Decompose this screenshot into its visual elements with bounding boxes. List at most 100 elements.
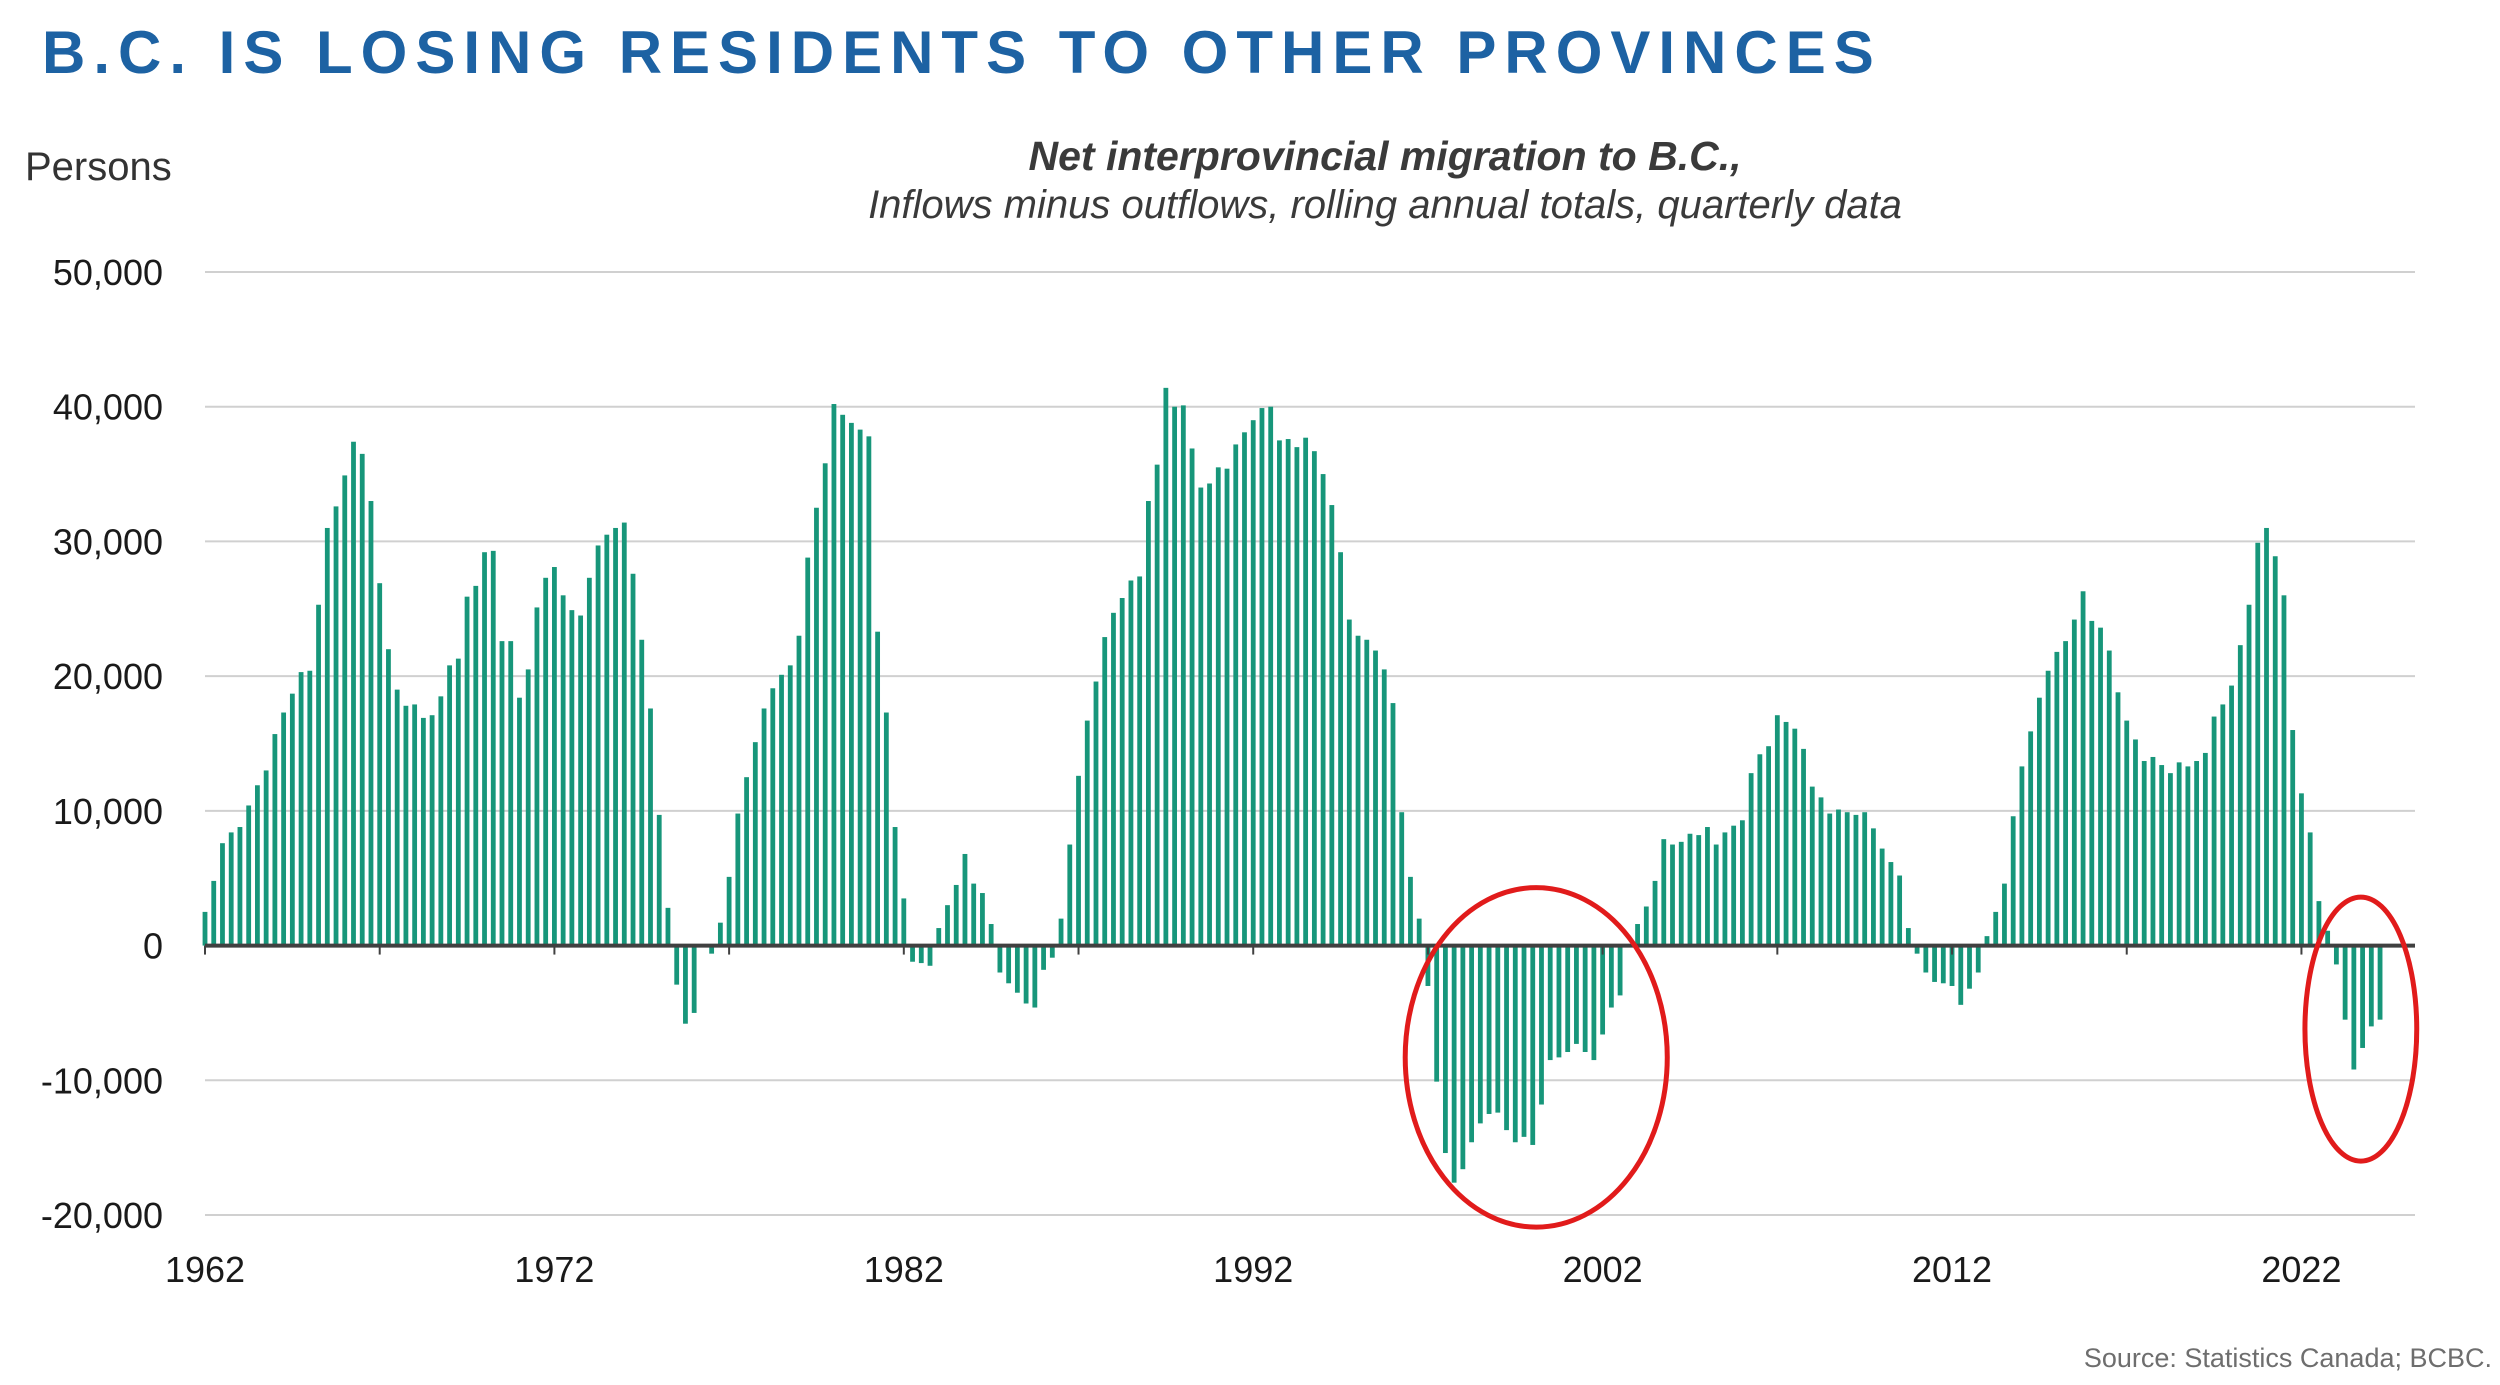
bar <box>595 545 601 946</box>
bar <box>552 567 557 946</box>
bar <box>420 717 426 946</box>
bar <box>779 674 784 946</box>
axes: -20,000 -10,000 0 10,000 20,000 30,000 40,000 5… <box>41 252 2415 1290</box>
bar <box>857 429 863 946</box>
bar <box>1818 797 1824 946</box>
y-axis-label: Persons <box>25 145 172 189</box>
y-tick-label: 10,000 <box>53 791 163 832</box>
bar <box>2246 604 2252 946</box>
bar <box>1460 945 1466 1170</box>
bar <box>1853 814 1859 946</box>
bar <box>656 814 662 946</box>
bar <box>752 742 758 946</box>
bar <box>1434 945 1440 1082</box>
bar <box>1207 483 1212 946</box>
bar <box>578 615 584 946</box>
x-tick-label: 1962 <box>165 1249 245 1290</box>
bar <box>735 813 741 946</box>
bar <box>1940 945 1946 984</box>
bar <box>1233 444 1239 946</box>
bar <box>1242 432 1247 946</box>
bar <box>263 770 269 946</box>
bar <box>2036 697 2042 946</box>
bar <box>1617 945 1623 996</box>
bar <box>1058 918 1064 946</box>
bar <box>1731 825 1737 946</box>
bar <box>351 441 356 946</box>
bar <box>1373 650 1378 946</box>
bar <box>543 577 549 946</box>
bar <box>1582 945 1588 1052</box>
bar <box>1608 945 1614 1008</box>
bar <box>2115 692 2121 946</box>
bar <box>298 672 304 946</box>
bar <box>307 670 313 946</box>
bar <box>2281 595 2287 946</box>
bar <box>1914 945 1920 954</box>
bar <box>1355 635 1361 946</box>
bar <box>840 414 846 946</box>
bar <box>648 708 653 946</box>
x-tick-label: 2002 <box>1563 1249 1643 1290</box>
bar <box>1713 844 1719 946</box>
bar <box>2141 761 2147 946</box>
bar <box>761 708 767 946</box>
bar <box>1189 448 1195 946</box>
bar <box>1408 876 1413 946</box>
x-tick-label: 2022 <box>2261 1249 2341 1290</box>
bar <box>2202 752 2208 946</box>
bar <box>1102 637 1108 946</box>
bar <box>2229 685 2234 946</box>
bar <box>945 905 950 946</box>
bar <box>2002 883 2007 946</box>
bar <box>1180 405 1186 946</box>
bar <box>883 712 889 946</box>
bar <box>316 604 321 946</box>
bar <box>1949 945 1955 986</box>
bar <box>1652 880 1658 946</box>
bar <box>717 922 723 946</box>
bar <box>1416 918 1422 946</box>
highlight-circle <box>1402 885 1670 1230</box>
bar <box>1303 437 1309 946</box>
source-note: Source: Statistics Canada; BCBC. <box>2083 1343 2492 1373</box>
bar <box>1495 945 1501 1113</box>
bar <box>508 641 514 946</box>
bar <box>2325 930 2331 946</box>
y-tick-label: -20,000 <box>41 1195 163 1236</box>
bar <box>438 696 444 946</box>
bar <box>1320 474 1326 946</box>
bar <box>1774 715 1780 946</box>
bar <box>805 557 811 946</box>
bar <box>2264 527 2269 946</box>
bar <box>1172 406 1178 946</box>
bar <box>2368 945 2374 1027</box>
bar <box>1111 612 1116 946</box>
bar <box>1268 406 1274 946</box>
bar <box>892 827 898 946</box>
bar <box>2237 645 2243 946</box>
bar <box>1766 746 1771 946</box>
bar <box>1801 748 1806 946</box>
bar <box>2045 670 2051 946</box>
bar <box>1591 945 1597 1061</box>
bar <box>604 534 610 946</box>
bar <box>455 658 461 946</box>
bar <box>927 945 933 966</box>
bar <box>202 911 208 946</box>
bar <box>403 705 409 946</box>
bar <box>953 884 959 946</box>
bar <box>1338 552 1343 946</box>
bar <box>525 669 531 946</box>
bar <box>412 704 418 946</box>
bar <box>787 665 793 946</box>
bar <box>1364 639 1370 946</box>
bar <box>744 777 749 946</box>
bar <box>2185 766 2191 946</box>
bar <box>359 453 365 946</box>
bar <box>429 715 435 946</box>
bar <box>1844 812 1850 946</box>
bar <box>281 712 287 946</box>
bar <box>517 697 522 946</box>
